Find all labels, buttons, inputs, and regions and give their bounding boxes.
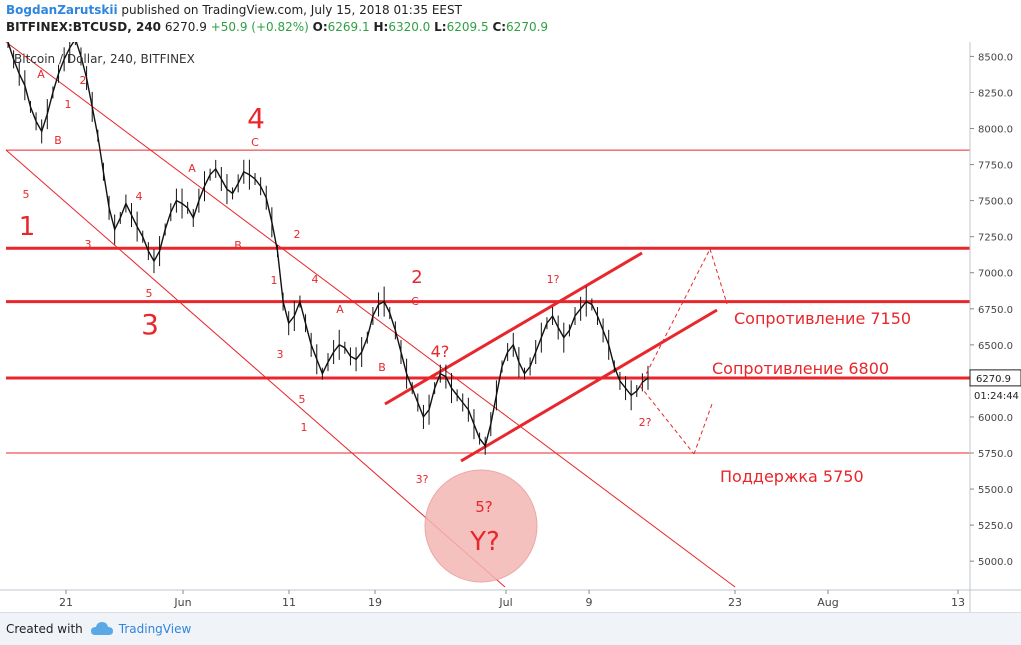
y-tick-label: 7500.0 (978, 197, 1013, 208)
wave-label: 2 (294, 228, 301, 241)
y-tick-label: 7750.0 (978, 161, 1013, 172)
wave-label-major: 4? (431, 342, 450, 361)
x-tick-label: Aug (817, 596, 838, 609)
target-zone-label: Y? (469, 527, 500, 557)
x-tick-label: 11 (282, 596, 296, 609)
wave-label-major: 3 (141, 308, 159, 341)
y-tick-label: 8250.0 (978, 88, 1013, 99)
tradingview-cloud-icon[interactable] (90, 622, 113, 636)
x-tick-label: 9 (586, 596, 593, 609)
chart-title: Bitcoin / Dollar, 240, BITFINEX (14, 52, 195, 66)
chart-area[interactable]: Сопротивление 7150 Сопротивление 6800 Подд… (0, 32, 1021, 612)
downtrend-channel-upper (5, 41, 736, 588)
chart-header: BogdanZarutskii published on TradingView… (6, 2, 548, 36)
symbol-name[interactable]: BITFINEX:BTCUSD, 240 (6, 20, 162, 34)
wave-label: 1 (65, 98, 72, 111)
wave-label: 3? (416, 473, 429, 486)
wave-label: 1 (271, 274, 278, 287)
wave-label: 2 (80, 74, 87, 87)
price-change: +50.9 (+0.82%) (210, 20, 309, 34)
x-tick-label: 23 (728, 596, 742, 609)
close-value: 6270.9 (506, 20, 549, 34)
uptrend-channel-upper (384, 251, 643, 406)
wave-label-major: 2 (411, 267, 422, 288)
price-series-line (7, 37, 649, 448)
low-label: L: (434, 20, 447, 34)
target-zone-label: 5? (475, 498, 493, 516)
y-tick-label: 8500.0 (978, 52, 1013, 63)
downtrend-channel-lower (5, 149, 506, 588)
y-tick-label: 7000.0 (978, 269, 1013, 280)
target-zone-circle (424, 469, 538, 583)
y-tick-label: 5250.0 (978, 521, 1013, 532)
close-label: C: (492, 20, 507, 34)
author-link[interactable]: BogdanZarutskii (6, 3, 118, 17)
publish-line: BogdanZarutskii published on TradingView… (6, 2, 548, 19)
wave-label: B (234, 239, 242, 252)
wave-label: 3 (85, 238, 92, 251)
wave-label: 5 (146, 287, 153, 300)
wave-label: A (188, 162, 196, 175)
level-label: Сопротивление 6800 (712, 359, 889, 378)
wave-label-major: 1 (19, 212, 36, 242)
publish-info: published on TradingView.com, July 15, 2… (121, 3, 462, 17)
wave-label: 5 (23, 188, 30, 201)
last-price-badge-text: 6270.9 (976, 374, 1011, 385)
y-tick-label: 6750.0 (978, 305, 1013, 316)
bar-countdown-text: 01:24:44 (974, 391, 1019, 402)
wave-label: C (411, 295, 419, 308)
y-tick-label: 5000.0 (978, 557, 1013, 568)
wave-label: 5 (299, 393, 306, 406)
wave-label: 1? (547, 273, 560, 286)
wave-label: 2? (639, 416, 652, 429)
x-tick-label: 19 (368, 596, 382, 609)
y-tick-label: 6000.0 (978, 413, 1013, 424)
tradingview-brand-link[interactable]: TradingView (118, 622, 192, 636)
symbol-line: BITFINEX:BTCUSD, 240 6270.9 +50.9 (+0.82… (6, 19, 548, 36)
x-tick-label: 21 (59, 596, 73, 609)
projection-dashed-line (693, 403, 713, 455)
uptrend-channel-lower (460, 308, 718, 463)
x-tick-label: Jul (498, 596, 512, 609)
y-tick-label: 7250.0 (978, 233, 1013, 244)
last-price-badge (969, 369, 1021, 387)
footer-bar: Created with TradingView (0, 612, 1021, 645)
wave-label: B (54, 134, 62, 147)
level-label: Сопротивление 7150 (734, 309, 911, 328)
projection-dashed-line (639, 385, 695, 455)
y-tick-label: 6500.0 (978, 341, 1013, 352)
x-tick-label: 13 (951, 596, 965, 609)
wave-label: 3 (277, 348, 284, 361)
high-label: H: (373, 20, 389, 34)
y-tick-label: 5500.0 (978, 485, 1013, 496)
wave-label: 4 (312, 273, 319, 286)
low-value: 6209.5 (446, 20, 489, 34)
y-tick-label: 8000.0 (978, 125, 1013, 136)
projection-dashed-line (639, 248, 711, 387)
wave-label-major: 4 (247, 102, 265, 135)
level-label: Поддержка 5750 (720, 467, 864, 486)
wave-label: A (37, 68, 45, 81)
wave-label: C (251, 136, 259, 149)
open-value: 6269.1 (327, 20, 370, 34)
x-tick-label: Jun (173, 596, 191, 609)
high-value: 6320.0 (388, 20, 431, 34)
created-with-text: Created with (6, 622, 83, 636)
price-chart[interactable]: Сопротивление 7150 Сопротивление 6800 Подд… (0, 32, 1021, 612)
wave-label: 4 (136, 190, 143, 203)
wave-label: A (336, 303, 344, 316)
wave-label: 1 (301, 421, 308, 434)
last-price: 6270.9 (164, 20, 207, 34)
projection-dashed-line (709, 248, 728, 305)
y-tick-label: 5750.0 (978, 449, 1013, 460)
open-label: O: (312, 20, 328, 34)
wave-label: B (378, 361, 386, 374)
